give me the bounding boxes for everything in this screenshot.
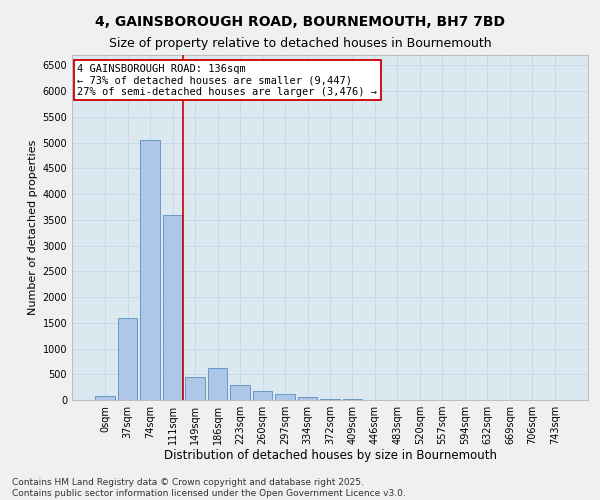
Text: 4 GAINSBOROUGH ROAD: 136sqm
← 73% of detached houses are smaller (9,447)
27% of : 4 GAINSBOROUGH ROAD: 136sqm ← 73% of det… xyxy=(77,64,377,97)
Bar xyxy=(118,318,137,400)
Text: Contains HM Land Registry data © Crown copyright and database right 2025.
Contai: Contains HM Land Registry data © Crown c… xyxy=(12,478,406,498)
Y-axis label: Number of detached properties: Number of detached properties xyxy=(28,140,38,315)
Bar xyxy=(298,398,317,400)
Bar xyxy=(140,140,160,400)
Text: Size of property relative to detached houses in Bournemouth: Size of property relative to detached ho… xyxy=(109,38,491,51)
Bar xyxy=(320,399,340,400)
Text: 4, GAINSBOROUGH ROAD, BOURNEMOUTH, BH7 7BD: 4, GAINSBOROUGH ROAD, BOURNEMOUTH, BH7 7… xyxy=(95,15,505,29)
Bar xyxy=(208,368,227,400)
Bar xyxy=(163,214,182,400)
Bar xyxy=(275,394,295,400)
Bar xyxy=(230,385,250,400)
X-axis label: Distribution of detached houses by size in Bournemouth: Distribution of detached houses by size … xyxy=(163,448,497,462)
Bar xyxy=(253,391,272,400)
Bar xyxy=(185,377,205,400)
Bar xyxy=(95,396,115,400)
